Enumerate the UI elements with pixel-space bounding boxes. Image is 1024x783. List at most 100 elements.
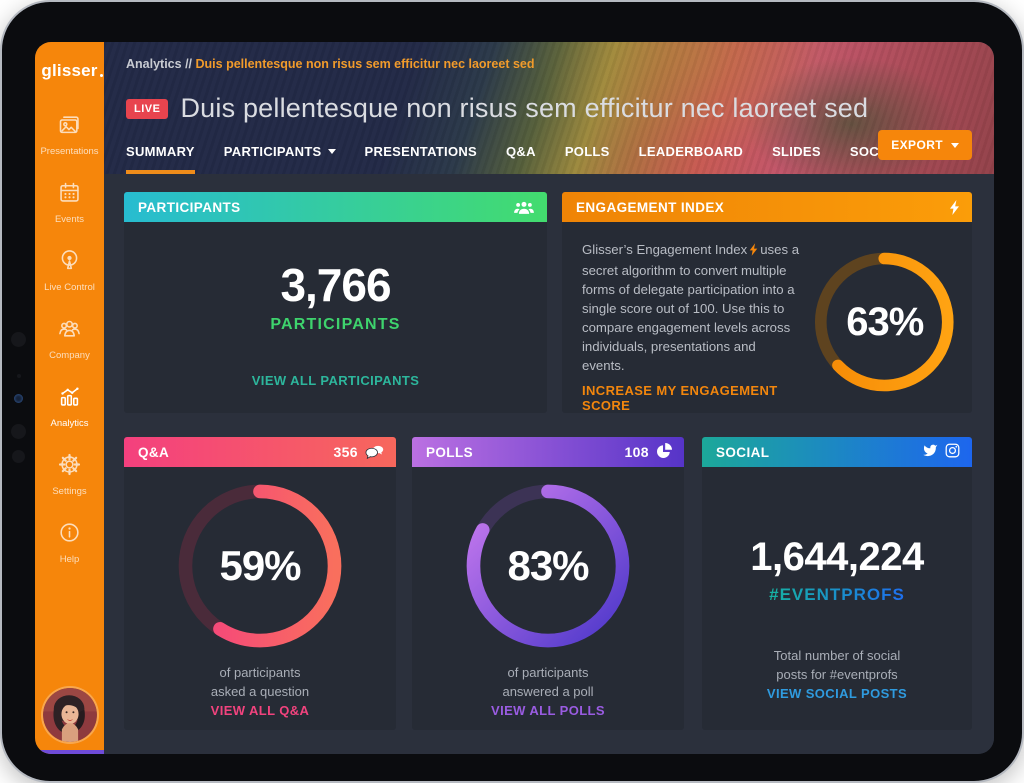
engagement-card-body: Glisser’s Engagement Index uses a secret …	[562, 222, 972, 413]
sidebar-item-label: Analytics	[50, 418, 89, 429]
polls-donut-chart: 83%	[462, 480, 634, 652]
sidebar-item-label: Live Control	[44, 282, 95, 293]
tab-slides[interactable]: SLIDES	[772, 144, 821, 159]
front-camera	[14, 394, 23, 403]
participants-card: PARTICIPANTS 3,766 PARTICIPANTS VIEW ALL…	[124, 192, 547, 413]
social-card-body: 1,644,224 #EVENTPROFS Total number of so…	[702, 467, 972, 730]
chevron-down-icon	[327, 149, 336, 154]
sidebar-item-company[interactable]: Company	[49, 315, 90, 361]
camera-sensor-dot-2	[11, 424, 26, 439]
page-title: Duis pellentesque non risus sem efficitu…	[180, 93, 869, 123]
qa-card: Q&A 356	[124, 437, 396, 730]
help-icon	[56, 519, 83, 551]
social-posts-count: 1,644,224	[750, 535, 924, 579]
user-avatar[interactable]	[42, 688, 97, 742]
engagement-percent: 63%	[846, 299, 924, 344]
view-all-polls-link[interactable]: VIEW ALL POLLS	[485, 702, 611, 719]
social-card: SOCIAL	[702, 437, 972, 730]
tab-participants[interactable]: PARTICIPANTS	[224, 144, 336, 174]
live-badge: LIVE	[126, 98, 169, 119]
view-all-participants-link[interactable]: VIEW ALL PARTICIPANTS	[246, 372, 426, 389]
analytics-icon	[56, 383, 83, 415]
polls-card: POLLS 108	[412, 437, 684, 730]
settings-icon	[56, 451, 83, 483]
qa-donut-chart: 59%	[174, 480, 346, 652]
camera-sensor-dot	[11, 332, 26, 347]
engagement-index-card: ENGAGEMENT INDEX Glisser’s Engagement In…	[562, 192, 972, 413]
lightning-bolt-icon	[949, 199, 960, 215]
main-content: Analytics // Duis pellentesque non risus…	[104, 42, 994, 754]
breadcrumb-current: Duis pellentesque non risus sem efficitu…	[195, 57, 535, 71]
sidebar-item-label: Events	[54, 214, 85, 225]
engagement-card-header: ENGAGEMENT INDEX	[562, 192, 972, 222]
sidebar-nav: Presentations Events	[40, 111, 99, 565]
participants-card-header: PARTICIPANTS	[124, 192, 547, 222]
chevron-down-icon	[951, 142, 959, 148]
qa-card-body: 59% of participants asked a question VIE…	[124, 467, 396, 730]
qa-card-header: Q&A 356	[124, 437, 396, 467]
engagement-description: Glisser’s Engagement Index uses a secret …	[582, 242, 800, 373]
participants-count: 3,766	[280, 259, 391, 311]
qa-count: 356	[333, 444, 358, 460]
sidebar-item-analytics[interactable]: Analytics	[50, 383, 89, 429]
pie-chart-icon	[656, 442, 672, 462]
sidebar-item-live-control[interactable]: Live Control	[44, 247, 95, 293]
sidebar-item-label: Company	[49, 350, 90, 361]
sidebar-item-label: Help	[59, 554, 80, 565]
engagement-card-title: ENGAGEMENT INDEX	[576, 199, 725, 215]
sidebar-item-label: Settings	[52, 486, 87, 497]
tab-presentations[interactable]: PRESENTATIONS	[364, 144, 478, 159]
presentations-icon	[56, 111, 83, 143]
breadcrumb[interactable]: Analytics // Duis pellentesque non risus…	[126, 57, 535, 71]
polls-count: 108	[624, 444, 649, 460]
lightning-bolt-inline-icon	[749, 242, 758, 261]
sidebar-item-presentations[interactable]: Presentations	[40, 111, 99, 157]
ambient-sensor-dot	[17, 374, 21, 378]
bottom-accent-strip	[35, 750, 104, 754]
participants-label: PARTICIPANTS	[270, 316, 401, 333]
sidebar: glisser Presentations	[35, 42, 104, 754]
participants-card-body: 3,766 PARTICIPANTS VIEW ALL PARTICIPANTS	[124, 222, 547, 389]
instagram-icon	[945, 443, 960, 461]
polls-caption: of participants answered a poll	[502, 665, 594, 699]
participants-card-title: PARTICIPANTS	[138, 199, 241, 215]
page-header: Analytics // Duis pellentesque non risus…	[104, 42, 994, 174]
social-card-title: SOCIAL	[716, 444, 770, 460]
engagement-donut-chart: 63%	[811, 240, 958, 404]
sidebar-item-label: Presentations	[40, 146, 99, 157]
tab-qa[interactable]: Q&A	[506, 144, 536, 159]
qa-percent: 59%	[219, 542, 301, 589]
company-icon	[56, 315, 83, 347]
view-all-qa-link[interactable]: VIEW ALL Q&A	[205, 702, 316, 719]
tab-leaderboard[interactable]: LEADERBOARD	[638, 144, 744, 159]
qa-card-title: Q&A	[138, 444, 170, 460]
glisser-logo: glisser	[41, 61, 103, 80]
social-caption: Total number of social posts for #eventp…	[773, 648, 901, 682]
title-row: LIVE Duis pellentesque non risus sem eff…	[126, 93, 868, 124]
screen: glisser Presentations	[35, 42, 994, 754]
qa-caption: of participants asked a question	[210, 665, 310, 699]
breadcrumb-separator-glyph: //	[185, 57, 193, 71]
people-group-icon	[513, 200, 535, 215]
hashtag-label: #EVENTPROFS	[769, 585, 905, 604]
view-social-posts-link[interactable]: VIEW SOCIAL POSTS	[761, 685, 913, 702]
social-card-header: SOCIAL	[702, 437, 972, 467]
breadcrumb-section[interactable]: Analytics	[126, 57, 182, 71]
export-button[interactable]: EXPORT	[878, 130, 972, 160]
tab-polls[interactable]: POLLS	[564, 144, 610, 159]
increase-engagement-link[interactable]: INCREASE MY ENGAGEMENT SCORE	[582, 383, 803, 413]
polls-card-body: 83% of participants answered a poll VIEW…	[412, 467, 684, 730]
camera-sensor-dot-3	[12, 450, 25, 463]
polls-card-title: POLLS	[426, 444, 474, 460]
sidebar-item-settings[interactable]: Settings	[52, 451, 87, 497]
events-icon	[56, 179, 83, 211]
sidebar-item-events[interactable]: Events	[55, 179, 84, 225]
chat-bubbles-icon	[365, 443, 384, 462]
tab-summary[interactable]: SUMMARY	[126, 144, 195, 174]
tab-bar: SUMMARY PARTICIPANTS PRESENTATIONS Q&A P…	[126, 144, 901, 174]
polls-card-header: POLLS 108	[412, 437, 684, 467]
live-control-icon	[56, 247, 83, 279]
twitter-icon	[921, 443, 938, 461]
sidebar-item-help[interactable]: Help	[56, 519, 83, 565]
